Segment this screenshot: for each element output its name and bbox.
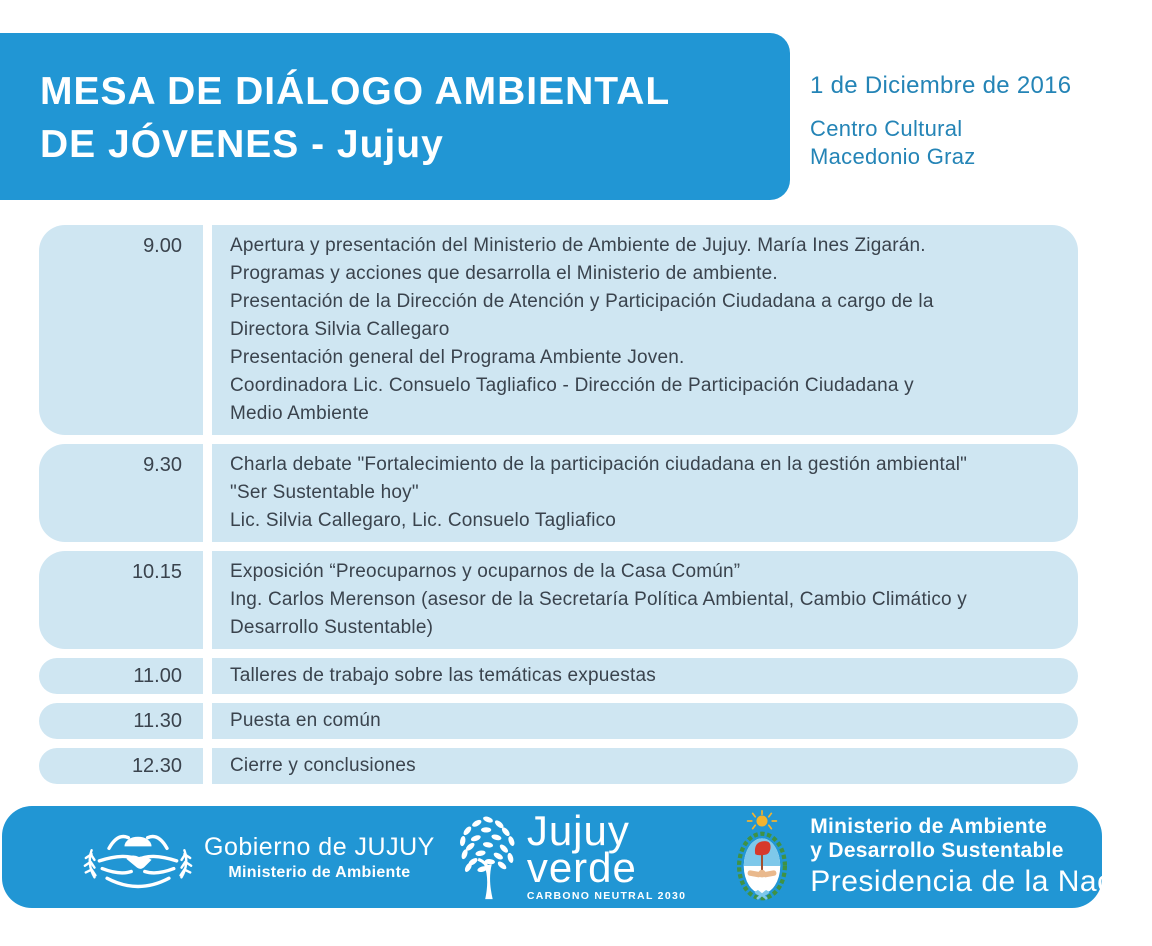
agenda-row-1015: 10.15 Exposición “Preocuparnos y ocuparn…	[39, 551, 1078, 649]
venue-line-1: Centro Cultural	[810, 116, 963, 141]
presidencia-nacion-text: Ministerio de Ambiente y Desarrollo Sust…	[810, 815, 1152, 899]
agenda-text: Ing. Carlos Merenson (asesor de la Secre…	[230, 589, 967, 638]
title-line-1: MESA DE DIÁLOGO AMBIENTAL	[40, 70, 671, 113]
agenda-content: Charla debate "Fortalecimiento de la par…	[212, 444, 1078, 542]
agenda-row-1230: 12.30 Cierre y conclusiones	[39, 748, 1078, 784]
argentina-coat-of-arms-icon	[728, 809, 796, 905]
agenda-text: Programas y acciones que desarrolla el M…	[230, 263, 778, 284]
jujuy-verde-word-2: verde	[526, 844, 637, 891]
agenda-content: Apertura y presentación del Ministerio d…	[212, 225, 1078, 435]
agenda-row-900: 9.00 Apertura y presentación del Ministe…	[39, 225, 1078, 435]
venue-line-2: Macedonio Graz	[810, 144, 976, 169]
agenda-time: 12.30	[39, 748, 203, 784]
jujuy-verde-word-1: Jujuy	[526, 807, 630, 854]
agenda-text: Exposición “Preocuparnos y ocuparnos de …	[230, 561, 741, 582]
jujuy-verde-tagline: CARBONO NEUTRAL 2030	[526, 890, 687, 902]
presidencia-nacion-logo: Ministerio de Ambiente y Desarrollo Sust…	[728, 809, 1152, 905]
gobierno-line-1: Gobierno de JUJUY	[204, 832, 435, 861]
agenda-time: 9.30	[39, 444, 203, 542]
jujuy-verde-text: Jujuy verde CARBONO NEUTRAL 2030	[526, 807, 687, 903]
agenda-time: 10.15	[39, 551, 203, 649]
agenda-time: 9.00	[39, 225, 203, 435]
agenda-time: 11.30	[39, 703, 203, 739]
agenda-row-1130: 11.30 Puesta en común	[39, 703, 1078, 739]
agenda-content: Exposición “Preocuparnos y ocuparnos de …	[212, 551, 1078, 649]
agenda-text: Lic. Silvia Callegaro, Lic. Consuelo Tag…	[230, 510, 617, 531]
agenda-content: Puesta en común	[212, 703, 1078, 739]
title-line-2: DE JÓVENES - Jujuy	[40, 123, 444, 166]
agenda-row-930: 9.30 Charla debate "Fortalecimiento de l…	[39, 444, 1078, 542]
gobierno-line-2: Ministerio de Ambiente	[228, 863, 411, 881]
page-title: MESA DE DIÁLOGO AMBIENTAL DE JÓVENES - J…	[40, 65, 790, 171]
agenda-text: Apertura y presentación del Ministerio d…	[230, 235, 926, 256]
agenda-content: Talleres de trabajo sobre las temáticas …	[212, 658, 1078, 694]
agenda-text: Presentación general del Programa Ambien…	[230, 347, 685, 368]
leafy-tree-icon	[457, 813, 519, 901]
event-date: 1 de Diciembre de 2016	[810, 72, 1072, 99]
agenda-text: Cierre y conclusiones	[230, 755, 416, 776]
gobierno-jujuy-text: Gobierno de JUJUY Ministerio de Ambiente	[204, 833, 435, 882]
agenda-time: 11.00	[39, 658, 203, 694]
event-meta: 1 de Diciembre de 2016 Centro Cultural M…	[790, 33, 1071, 200]
header: MESA DE DIÁLOGO AMBIENTAL DE JÓVENES - J…	[0, 33, 1152, 200]
nacion-line-3: Presidencia de la Nación	[810, 865, 1152, 898]
handshake-laurel-emblem-icon	[80, 815, 196, 899]
agenda-text: Charla debate "Fortalecimiento de la par…	[230, 454, 968, 503]
agenda-table: 9.00 Apertura y presentación del Ministe…	[39, 225, 1078, 784]
nacion-line-2: y Desarrollo Sustentable	[810, 839, 1064, 862]
agenda-text: Talleres de trabajo sobre las temáticas …	[230, 665, 656, 686]
gobierno-jujuy-logo: Gobierno de JUJUY Ministerio de Ambiente	[80, 815, 435, 899]
nacion-line-1: Ministerio de Ambiente	[810, 815, 1048, 838]
footer-logo-bar: Gobierno de JUJUY Ministerio de Ambiente	[2, 806, 1152, 908]
agenda-row-1100: 11.00 Talleres de trabajo sobre las temá…	[39, 658, 1078, 694]
jujuy-verde-logo: Jujuy verde CARBONO NEUTRAL 2030	[457, 807, 687, 903]
title-banner: MESA DE DIÁLOGO AMBIENTAL DE JÓVENES - J…	[0, 33, 790, 200]
agenda-content: Cierre y conclusiones	[212, 748, 1078, 784]
event-venue: Centro Cultural Macedonio Graz	[810, 115, 1071, 171]
agenda-text: Puesta en común	[230, 710, 381, 731]
agenda-text: Coordinadora Lic. Consuelo Tagliafico - …	[230, 375, 914, 424]
agenda-text: Presentación de la Dirección de Atención…	[230, 291, 934, 340]
